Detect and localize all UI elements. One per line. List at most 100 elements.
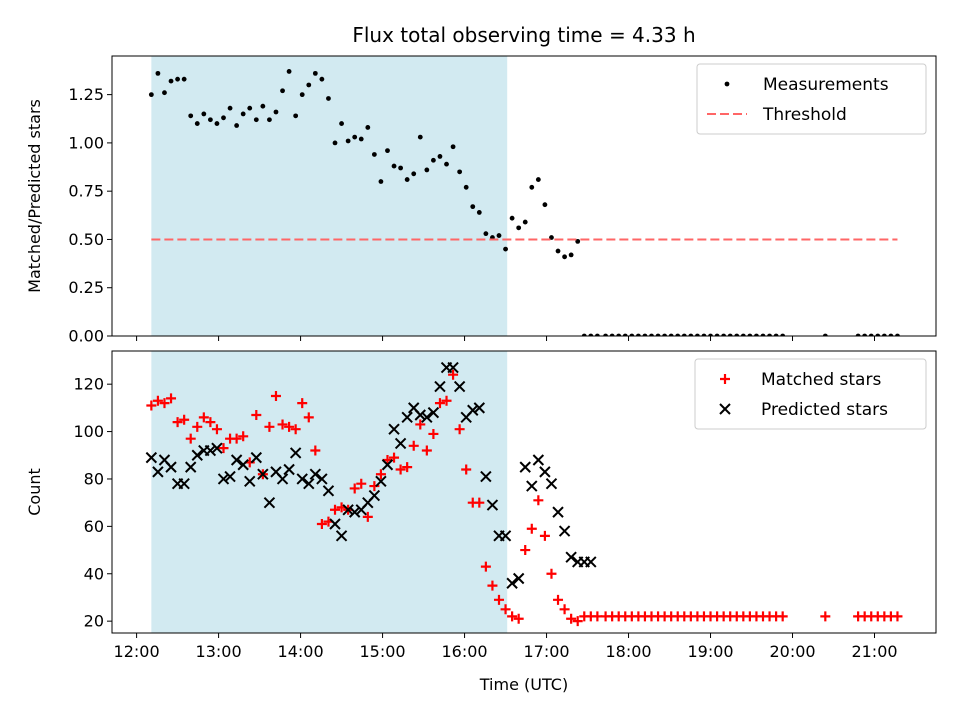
measurements-point	[688, 333, 694, 336]
predicted-stars-point	[499, 530, 512, 542]
legend-box	[696, 63, 927, 135]
measurements-point	[509, 215, 515, 221]
matched-stars-point	[349, 483, 360, 494]
y-tick-label: 20	[84, 612, 104, 631]
matched-stars-point	[777, 611, 788, 622]
measurements-point	[326, 96, 331, 101]
measurements-point	[727, 333, 733, 336]
measurements-point	[194, 121, 200, 126]
predicted-stars-point	[289, 447, 302, 459]
measurements-point	[594, 333, 600, 336]
measurements-point	[201, 111, 207, 117]
predicted-stars-point	[348, 506, 361, 518]
measurements-point	[253, 117, 259, 123]
matched-stars-point	[441, 395, 452, 406]
measurements-point	[629, 333, 635, 336]
measurements-point	[404, 177, 410, 182]
predicted-stars-point	[545, 477, 558, 490]
matched-stars-point	[192, 421, 203, 432]
measurements-point	[463, 184, 469, 190]
matched-stars-point	[428, 428, 439, 439]
matched-stars-point	[520, 545, 531, 556]
measurements-point	[616, 333, 622, 336]
predicted-stars-point	[152, 466, 164, 478]
measurements-point	[767, 333, 772, 336]
predicted-stars-point	[185, 461, 197, 473]
matched-stars-point	[198, 412, 209, 423]
matched-stars-point	[421, 445, 432, 456]
matched-stars-point	[389, 452, 400, 463]
x-tick-label: 15:00	[360, 642, 406, 661]
matched-stars-point	[264, 421, 275, 432]
x-tick-label: 19:00	[687, 642, 733, 661]
predicted-stars-point	[217, 473, 230, 485]
measurements-point	[385, 148, 390, 154]
predicted-stars-point	[434, 380, 446, 393]
predicted-stars-point	[552, 506, 564, 518]
measurements-point	[568, 252, 574, 258]
y-tick-label: 80	[84, 469, 104, 488]
measurements-point	[332, 140, 338, 146]
legend-label: Measurements	[763, 75, 889, 95]
measurements-point	[378, 179, 384, 184]
matched-stars-point	[159, 398, 170, 409]
matched-stars-point	[205, 417, 216, 428]
measurements-point	[299, 92, 305, 98]
measurements-point	[450, 144, 456, 150]
predicted-stars-point	[401, 411, 413, 424]
measurements-point	[234, 123, 240, 128]
predicted-stars-point	[204, 444, 217, 457]
legend-matched-stars-swatch	[720, 374, 730, 384]
measurements-point	[352, 134, 358, 140]
predicted-stars-point	[191, 449, 203, 461]
matched-stars-point	[434, 398, 445, 409]
matched-stars-point	[539, 530, 550, 541]
predicted-stars-point	[381, 459, 394, 471]
matched-stars-point	[513, 613, 524, 624]
y-tick-label: 60	[84, 517, 104, 536]
matched-stars-point	[179, 414, 190, 425]
matched-stars-point	[480, 561, 491, 572]
measurements-point	[635, 333, 641, 336]
matched-stars-point	[238, 431, 249, 442]
x-tick-label: 13:00	[196, 642, 242, 661]
matched-stars-point	[166, 393, 177, 404]
predicted-stars-point	[473, 402, 486, 414]
measurements-point	[529, 184, 535, 190]
predicted-stars-point	[257, 468, 269, 480]
y-tick-label: 100	[73, 422, 104, 441]
predicted-stars-point	[486, 499, 499, 511]
measurements-point	[503, 246, 508, 252]
x-tick-label: 16:00	[442, 642, 488, 661]
measurements-point	[358, 136, 364, 142]
predicted-stars-point	[447, 361, 459, 374]
measurements-point	[822, 333, 828, 336]
measurements-point	[181, 76, 187, 82]
y-axis-title: Matched/Predicted stars	[25, 99, 44, 293]
measurements-point	[773, 333, 779, 336]
predicted-stars-point	[519, 461, 531, 473]
predicted-stars-point	[394, 437, 407, 450]
matched-stars-point	[310, 445, 321, 456]
measurements-point	[188, 113, 194, 119]
matched-stars-point	[316, 518, 327, 529]
measurements-point	[339, 121, 344, 126]
predicted-stars-point	[539, 466, 551, 478]
predicted-stars-point	[224, 470, 236, 483]
predicted-stars-point	[585, 556, 597, 568]
measurements-point	[708, 333, 713, 336]
matched-stars-point	[553, 594, 564, 605]
measurements-point	[588, 333, 594, 336]
measurements-point	[754, 333, 759, 336]
measurements-point	[214, 121, 220, 126]
predicted-stars-point	[165, 461, 177, 473]
measurements-point	[895, 333, 900, 336]
measurements-point	[319, 76, 325, 82]
measurements-point	[555, 248, 561, 254]
measurements-point	[603, 333, 608, 336]
axes-frame	[111, 350, 937, 634]
matched-stars-point	[493, 594, 504, 605]
measurements-point	[701, 333, 707, 336]
measurements-point	[312, 70, 318, 76]
matched-stars-point	[408, 440, 419, 451]
